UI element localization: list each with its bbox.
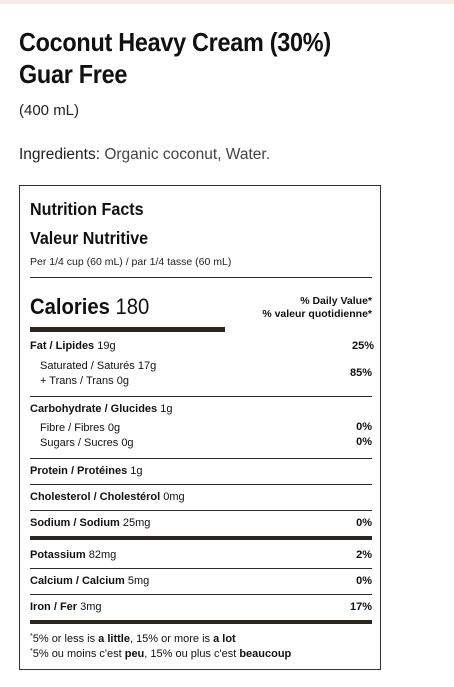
daily-value-header-en: % Daily Value* [300, 295, 372, 307]
sat-trans-pct: 85% [349, 367, 372, 379]
nutrition-facts-table: Nutrition Facts Valeur Nutritive Per 1/4… [19, 185, 381, 670]
divider [30, 510, 372, 511]
protein-amount: 1g [130, 465, 143, 477]
ingredients-label: Ingredients: [19, 146, 100, 163]
footnote-en-text: 5% or less is [32, 633, 99, 645]
footnote-fr-peu: peu [124, 648, 145, 660]
iron-name: Iron / Fer [30, 601, 78, 613]
carbohydrate-row: Carbohydrate / Glucides 1g [30, 402, 372, 416]
carb-amount: 1g [160, 403, 173, 415]
potassium-name: Potassium [30, 549, 86, 561]
trans-row: + Trans / Trans 0g [40, 375, 129, 387]
calcium-name: Calcium / Calcium [30, 575, 125, 587]
fat-row: Fat / Lipides 19g 25% [30, 339, 374, 353]
iron-pct: 17% [349, 601, 372, 613]
daily-value-header: % Daily Value* % valeur quotidienne* [262, 295, 372, 321]
iron-row: Iron / Fer 3mg 17% [30, 600, 372, 614]
fibre-row: Fibre / Fibres 0g [40, 422, 121, 434]
calories-row: Calories 180 [30, 294, 149, 320]
fibre-pct: 0% [356, 421, 372, 433]
nutrition-title-fr: Valeur Nutritive [30, 228, 149, 248]
divider [30, 396, 372, 397]
product-title: Coconut Heavy Cream (30%) Guar Free [19, 26, 397, 90]
calories-underline [30, 327, 225, 332]
divider [30, 594, 372, 595]
footnote-fr-text: 5% ou moins c'est [32, 648, 125, 660]
divider [30, 568, 372, 569]
daily-value-header-fr: % valeur quotidienne* [262, 308, 372, 320]
divider [30, 484, 372, 485]
potassium-row: Potassium 82mg 2% [30, 548, 372, 562]
sodium-amount: 25mg [122, 517, 151, 529]
cholesterol-name: Cholesterol / Cholestérol [30, 491, 161, 503]
calcium-row: Calcium / Calcium 5mg 0% [30, 574, 372, 588]
footnote-fr-text: , 15% ou plus c'est [144, 648, 240, 660]
fat-pct: 25% [351, 340, 374, 352]
thick-divider [30, 620, 372, 624]
fat-name: Fat / Lipides [30, 340, 95, 352]
product-size: (400 mL) [19, 102, 80, 119]
footnote-fr-beaucoup: beaucoup [239, 648, 292, 660]
thick-divider [30, 536, 372, 540]
footnote-asterisk: * [30, 633, 33, 640]
nutrition-title-en: Nutrition Facts [30, 199, 144, 219]
protein-name: Protein / Protéines [30, 465, 128, 477]
sodium-name: Sodium / Sodium [30, 517, 120, 529]
divider [30, 458, 372, 459]
sugars-row: Sugars / Sucres 0g [40, 437, 134, 449]
calories-label: Calories [30, 294, 110, 319]
iron-amount: 3mg [80, 601, 102, 613]
sodium-pct: 0% [356, 517, 372, 529]
footnote-fr: *5% ou moins c'est peu, 15% ou plus c'es… [30, 647, 291, 661]
divider [30, 277, 372, 278]
top-bar [0, 0, 454, 4]
cholesterol-row: Cholesterol / Cholestérol 0mg [30, 490, 372, 504]
fat-amount: 19g [97, 340, 116, 352]
saturated-row: Saturated / Saturés 17g [40, 360, 157, 372]
product-title-line2: Guar Free [19, 59, 128, 89]
footnote-en: *5% or less is a little, 15% or more is … [30, 632, 236, 646]
ingredients-value: Organic coconut, Water. [104, 146, 271, 163]
footnote-en-lot: a lot [213, 633, 236, 645]
calcium-pct: 0% [356, 575, 372, 587]
sugars-pct: 0% [356, 436, 372, 448]
serving-size: Per 1/4 cup (60 mL) / par 1/4 tasse (60 … [30, 256, 232, 268]
calories-value: 180 [115, 294, 150, 319]
ingredients: Ingredients: Organic coconut, Water. [19, 146, 270, 164]
sodium-row: Sodium / Sodium 25mg 0% [30, 516, 372, 530]
protein-row: Protein / Protéines 1g [30, 464, 372, 478]
cholesterol-amount: 0mg [163, 491, 185, 503]
product-title-line1: Coconut Heavy Cream (30%) [19, 27, 331, 57]
footnote-asterisk: * [30, 648, 33, 655]
potassium-pct: 2% [356, 549, 372, 561]
calcium-amount: 5mg [127, 575, 150, 587]
potassium-amount: 82mg [88, 549, 117, 561]
footnote-en-little: a little [98, 633, 130, 645]
footnote-en-text: , 15% or more is [129, 633, 214, 645]
carb-name: Carbohydrate / Glucides [30, 403, 158, 415]
